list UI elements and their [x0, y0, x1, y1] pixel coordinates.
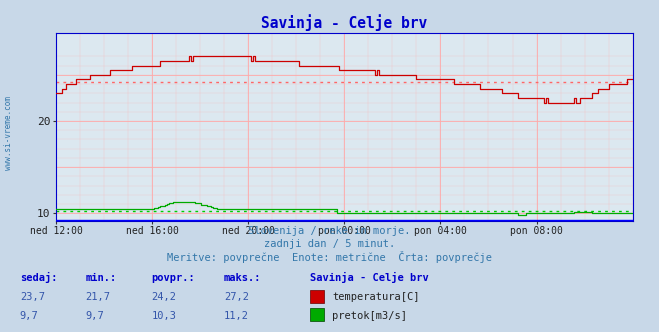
Text: 11,2: 11,2: [224, 311, 249, 321]
Text: 9,7: 9,7: [86, 311, 104, 321]
Text: 23,7: 23,7: [20, 292, 45, 302]
Text: min.:: min.:: [86, 273, 117, 283]
Text: Savinja - Celje brv: Savinja - Celje brv: [310, 272, 428, 283]
Text: 9,7: 9,7: [20, 311, 38, 321]
Text: zadnji dan / 5 minut.: zadnji dan / 5 minut.: [264, 239, 395, 249]
Text: sedaj:: sedaj:: [20, 272, 57, 283]
Text: www.si-vreme.com: www.si-vreme.com: [4, 96, 13, 170]
Text: povpr.:: povpr.:: [152, 273, 195, 283]
Text: temperatura[C]: temperatura[C]: [332, 292, 420, 302]
Text: 27,2: 27,2: [224, 292, 249, 302]
Text: Slovenija / reke in morje.: Slovenija / reke in morje.: [248, 226, 411, 236]
Text: 24,2: 24,2: [152, 292, 177, 302]
Text: Meritve: povprečne  Enote: metrične  Črta: povprečje: Meritve: povprečne Enote: metrične Črta:…: [167, 251, 492, 263]
Text: pretok[m3/s]: pretok[m3/s]: [332, 311, 407, 321]
Text: 10,3: 10,3: [152, 311, 177, 321]
Title: Savinja - Celje brv: Savinja - Celje brv: [261, 14, 428, 31]
Text: maks.:: maks.:: [224, 273, 262, 283]
Text: 21,7: 21,7: [86, 292, 111, 302]
